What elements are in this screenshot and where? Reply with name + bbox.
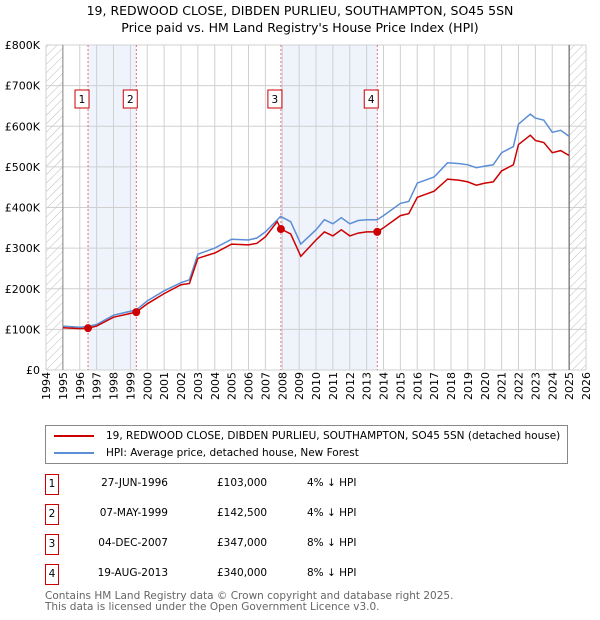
table-row: 3 04-DEC-2007 £347,000 8% ↓ HPI (45, 534, 445, 555)
legend-item-property: 19, REDWOOD CLOSE, DIBDEN PURLIEU, SOUTH… (54, 428, 560, 444)
sale-hpi-diff: 4% ↓ HPI (307, 477, 357, 489)
x-tick-label: 2023 (529, 372, 542, 400)
x-tick-label: 2008 (276, 372, 289, 400)
sale-date: 04-DEC-2007 (98, 537, 168, 549)
x-tick-label: 2026 (580, 372, 593, 400)
price-chart: 1994 1995 1996 1997 1998 1999 2000 2001 2002 2003… (5, 39, 593, 400)
legend-label-hpi: HPI: Average price, detached house, New … (106, 447, 359, 459)
sale-point (276, 225, 285, 234)
chart-legend: 19, REDWOOD CLOSE, DIBDEN PURLIEU, SOUTH… (45, 425, 568, 464)
sale-label-box (122, 89, 138, 109)
legend-label-property: 19, REDWOOD CLOSE, DIBDEN PURLIEU, SOUTH… (106, 430, 561, 442)
x-tick-label: 2011 (327, 372, 340, 400)
legend-red-line (54, 435, 94, 437)
table-row: 2 07-MAY-1999 £142,500 4% ↓ HPI (45, 504, 445, 525)
x-tick-label: 2016 (411, 372, 424, 400)
footer-licence: This data is licensed under the Open Gov… (45, 601, 380, 613)
x-tick-label: 2025 (563, 372, 576, 400)
legend-item-hpi: HPI: Average price, detached house, New … (54, 445, 359, 461)
sale-price: £347,000 (217, 537, 268, 549)
y-tick-label: £200K (5, 283, 41, 296)
sale-number-badge: 3 (45, 534, 59, 555)
x-tick-label: 2004 (209, 372, 222, 400)
sale-label: 3 (272, 94, 279, 106)
x-tick-label: 2007 (259, 372, 272, 400)
x-tick-label: 2006 (243, 372, 256, 400)
sale-number-badge: 2 (45, 504, 59, 525)
x-tick-label: 2009 (293, 372, 306, 400)
sale-hpi-diff: 8% ↓ HPI (307, 567, 357, 579)
x-tick-label: 2014 (378, 372, 391, 400)
y-tick-label: £700K (5, 80, 41, 93)
x-tick-label: 2018 (445, 372, 458, 400)
sale-point (84, 324, 93, 333)
x-tick-label: 2015 (394, 372, 407, 400)
x-tick-label: 2019 (462, 372, 475, 400)
x-tick-label: 2022 (513, 372, 526, 400)
sale-label-box (363, 89, 379, 109)
x-tick-label: 2013 (361, 372, 374, 400)
sale-price: £142,500 (217, 507, 268, 519)
table-row: 1 27-JUN-1996 £103,000 4% ↓ HPI (45, 474, 445, 495)
sale-price: £103,000 (217, 477, 268, 489)
x-tick-label: 1997 (91, 372, 104, 400)
x-tick-label: 2021 (496, 372, 509, 400)
x-tick-label: 2002 (175, 372, 188, 400)
x-tick-label: 1994 (40, 372, 53, 400)
y-tick-label: £100K (5, 323, 41, 336)
sale-date: 07-MAY-1999 (99, 507, 168, 519)
y-tick-label: £500K (5, 161, 41, 174)
x-tick-label: 2012 (344, 372, 357, 400)
sale-hpi-diff: 4% ↓ HPI (307, 507, 357, 519)
sale-number-badge: 1 (45, 474, 59, 495)
x-tick-label: 2017 (428, 372, 441, 400)
x-tick-label: 1999 (124, 372, 137, 400)
x-tick-label: 1996 (74, 372, 87, 400)
property-series-line (62, 134, 570, 330)
legend-blue-line (54, 452, 94, 454)
sale-label: 1 (79, 94, 86, 106)
sale-hpi-diff: 8% ↓ HPI (307, 537, 357, 549)
sale-date: 27-JUN-1996 (101, 477, 168, 489)
x-tick-label: 1995 (57, 372, 70, 400)
x-tick-label: 2003 (192, 372, 205, 400)
sale-label-box (74, 89, 90, 109)
x-tick-label: 2001 (158, 372, 171, 400)
chart-title: 19, REDWOOD CLOSE, DIBDEN PURLIEU, SOUTH… (86, 3, 514, 18)
sale-label-box (267, 89, 283, 109)
y-tick-label: £400K (5, 202, 41, 215)
x-tick-label: 2000 (141, 372, 154, 400)
x-tick-label: 1998 (108, 372, 121, 400)
x-tick-label: 2024 (546, 372, 559, 400)
sale-point (132, 308, 141, 317)
chart-subtitle: Price paid vs. HM Land Registry's House … (121, 20, 479, 35)
footer-copyright: Contains HM Land Registry data © Crown c… (45, 590, 454, 602)
hpi-series-line (62, 113, 570, 329)
y-tick-label: £600K (5, 120, 41, 133)
sale-point (373, 227, 382, 236)
x-tick-label: 2005 (226, 372, 239, 400)
y-tick-label: £0 (26, 364, 40, 377)
sale-label: 4 (368, 94, 375, 106)
sale-number-badge: 4 (45, 564, 59, 585)
table-row: 4 19-AUG-2013 £340,000 8% ↓ HPI (45, 564, 445, 585)
sale-price: £340,000 (217, 567, 268, 579)
x-tick-label: 2020 (479, 372, 492, 400)
sale-date: 19-AUG-2013 (97, 567, 168, 579)
sale-label: 2 (127, 94, 134, 106)
y-tick-label: £800K (5, 39, 41, 52)
x-tick-label: 2010 (310, 372, 323, 400)
y-tick-label: £300K (5, 242, 41, 255)
